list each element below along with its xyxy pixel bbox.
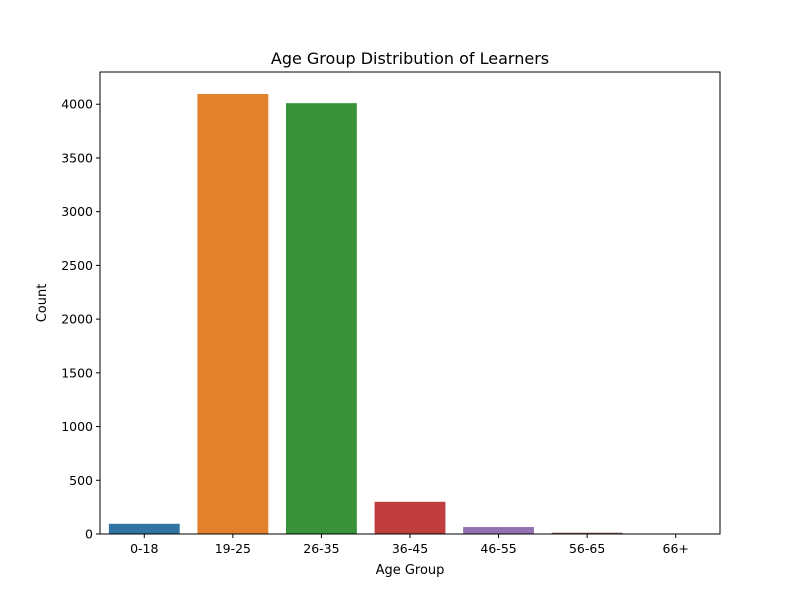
plot-frame [99,71,721,535]
y-tick-label: 1000 [61,419,93,434]
x-tick-label: 36-45 [392,541,428,556]
y-tick-label: 0 [85,527,93,542]
bar-26-35 [286,103,357,534]
y-tick-label: 500 [69,473,93,488]
x-axis-ticks: 0-18 19-25 26-35 36-45 46-55 56-65 66+ [130,534,689,556]
x-axis-label: Age Group [376,563,445,578]
x-tick-label: 19-25 [215,541,251,556]
y-tick-label: 2500 [61,258,93,273]
x-tick-label: 26-35 [303,541,339,556]
y-tick-label: 1500 [61,365,93,380]
y-tick-label: 2000 [61,312,93,327]
x-tick-label: 56-65 [569,541,605,556]
bar-56-65 [551,532,623,534]
bar-36-45 [374,501,446,534]
x-tick-label: 66+ [663,541,689,556]
y-tick-label: 4000 [61,97,93,112]
chart-title: Age Group Distribution of Learners [271,49,549,68]
bar-19-25 [197,94,269,535]
bar-46-55 [463,527,534,534]
bar-0-18 [108,523,180,534]
x-tick-label: 46-55 [480,541,516,556]
y-tick-label: 3500 [61,150,93,165]
y-axis-ticks: 0 500 1000 1500 2000 2500 3000 3500 4000 [61,97,100,542]
y-axis-label: Count [35,284,50,323]
x-tick-label: 0-18 [130,541,158,556]
bars-group [108,94,712,535]
y-tick-label: 3000 [61,204,93,219]
